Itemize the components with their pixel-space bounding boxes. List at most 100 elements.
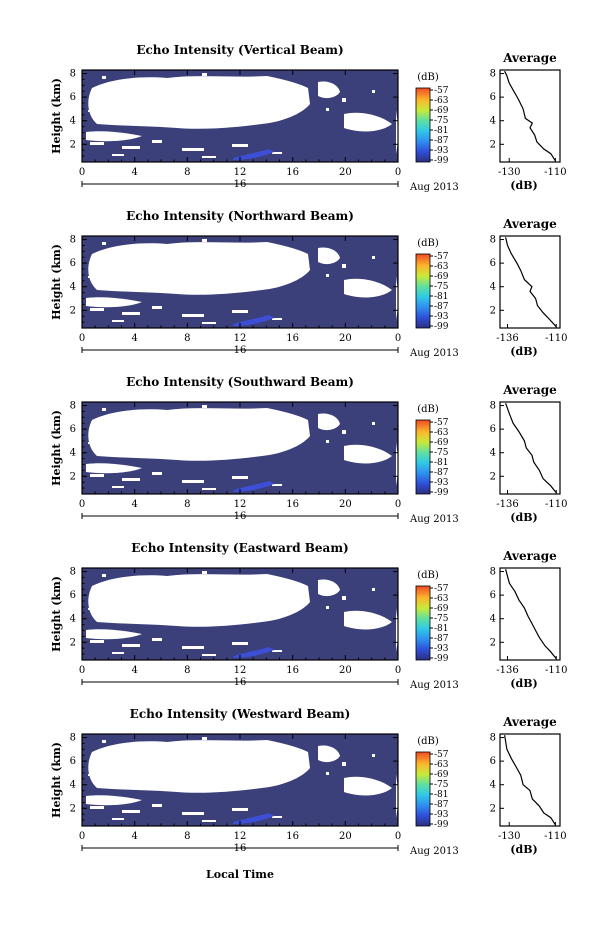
x-tick-label: 12	[234, 167, 247, 178]
average-profile-line	[505, 237, 557, 328]
y-tick-label: 8	[70, 235, 76, 246]
colorbar-tick-label: -69	[434, 106, 449, 116]
colorbar-tick-label: -87	[434, 136, 449, 146]
panel-2: Echo Intensity (Northward Beam) 2 4 6 8 0 4 8 12…	[50, 209, 567, 359]
average-title: Average	[502, 549, 557, 563]
y-tick-label: 4	[70, 448, 76, 459]
average-x-tick-label: -130	[498, 167, 520, 178]
colorbar-tick-label: -69	[434, 272, 449, 282]
x-tick-label: 20	[339, 333, 352, 344]
colorbar-tick-label: -75	[434, 614, 449, 624]
average-y-tick-label: 8	[490, 235, 496, 246]
average-y-tick-label: 4	[490, 116, 496, 127]
y-tick-label: 8	[70, 733, 76, 744]
average-x-label: (dB)	[510, 843, 537, 856]
colorbar-tick-label: -93	[434, 478, 449, 488]
x-tick-label: 4	[131, 499, 137, 510]
colorbar	[415, 253, 431, 329]
panel-title: Echo Intensity (Vertical Beam)	[136, 43, 343, 57]
colorbar-tick-label: -93	[434, 810, 449, 820]
y-tick-label: 8	[70, 401, 76, 412]
colorbar-tick-label: -57	[434, 86, 449, 96]
x-tick-label: 0	[79, 665, 85, 676]
x-tick-label: 20	[339, 167, 352, 178]
colorbar-tick-label: -75	[434, 116, 449, 126]
panel-3: Echo Intensity (Southward Beam) 2 4 6 8 0 4 8 12…	[50, 375, 567, 525]
y-tick-label: 8	[70, 69, 76, 80]
date-label: Aug 2013	[409, 846, 459, 857]
panel-title: Echo Intensity (Southward Beam)	[126, 375, 354, 389]
x-tick-label: 0	[79, 499, 85, 510]
colorbar-tick-label: -75	[434, 448, 449, 458]
average-frame	[499, 733, 561, 827]
x-tick-label: 16	[286, 333, 299, 344]
x-tick-label: 0	[79, 167, 85, 178]
y-tick-label: 6	[70, 258, 76, 269]
average-x-tick-label: -110	[544, 831, 566, 842]
average-y-tick-label: 2	[490, 637, 496, 648]
x-tick-label: 4	[131, 831, 137, 842]
colorbar-tick-label: -57	[434, 418, 449, 428]
colorbar-tick-label: -63	[434, 96, 449, 106]
x-tick-label: 0	[395, 167, 401, 178]
average-y-tick-label: 8	[490, 567, 496, 578]
x-tick-label: 12	[234, 831, 247, 842]
y-axis-label: Height (km)	[50, 576, 63, 652]
colorbar-tick-label: -99	[434, 654, 449, 664]
panel-title: Echo Intensity (Eastward Beam)	[131, 541, 348, 555]
average-title: Average	[502, 51, 557, 65]
x-tick-label: 0	[395, 665, 401, 676]
average-profile-line	[505, 402, 557, 494]
colorbar-unit: (dB)	[417, 570, 439, 581]
y-tick-label: 6	[70, 590, 76, 601]
y-tick-label: 2	[70, 637, 76, 648]
colorbar-tick-label: -93	[434, 312, 449, 322]
x-tick-label: 12	[234, 333, 247, 344]
average-x-tick-label: -136	[496, 499, 518, 510]
date-label: Aug 2013	[409, 514, 459, 525]
strong-echo-patch	[233, 481, 275, 492]
average-x-tick-label: -130	[498, 831, 520, 842]
average-x-tick-label: -136	[496, 333, 518, 344]
colorbar-tick-label: -75	[434, 282, 449, 292]
colorbar-tick-label: -99	[434, 820, 449, 830]
strong-echo-patch	[233, 315, 275, 326]
colorbar-tick-label: -75	[434, 780, 449, 790]
y-tick-label: 2	[70, 139, 76, 150]
x-tick-label: 4	[131, 333, 137, 344]
colorbar-tick-label: -87	[434, 634, 449, 644]
colorbar-tick-label: -93	[434, 146, 449, 156]
average-y-tick-label: 2	[490, 803, 496, 814]
average-profile-line	[504, 70, 556, 162]
average-y-tick-label: 8	[490, 401, 496, 412]
colorbar	[415, 87, 431, 163]
colorbar-tick-label: -87	[434, 800, 449, 810]
average-profile-line	[505, 569, 557, 660]
colorbar-unit: (dB)	[417, 238, 439, 249]
colorbar-tick-label: -63	[434, 428, 449, 438]
colorbar-tick-label: -69	[434, 438, 449, 448]
x-tick-label: 20	[339, 831, 352, 842]
colorbar-tick-label: -63	[434, 262, 449, 272]
y-tick-label: 2	[70, 471, 76, 482]
x-tick-label: 20	[339, 499, 352, 510]
day-label: 16	[234, 345, 247, 356]
colorbar-tick-label: -99	[434, 322, 449, 332]
average-x-label: (dB)	[510, 345, 537, 358]
average-y-tick-label: 4	[490, 614, 496, 625]
x-tick-label: 16	[286, 167, 299, 178]
colorbar-tick-label: -93	[434, 644, 449, 654]
colorbar-tick-label: -57	[434, 252, 449, 262]
x-tick-label: 16	[286, 665, 299, 676]
colorbar-tick-label: -99	[434, 156, 449, 166]
average-y-tick-label: 2	[490, 305, 496, 316]
y-tick-label: 2	[70, 803, 76, 814]
average-x-tick-label: -110	[545, 665, 567, 676]
colorbar-unit: (dB)	[417, 404, 439, 415]
x-tick-label: 0	[395, 499, 401, 510]
day-label: 16	[234, 843, 247, 854]
colorbar-tick-label: -99	[434, 488, 449, 498]
average-profile-line	[504, 735, 556, 826]
colorbar-tick-label: -87	[434, 302, 449, 312]
